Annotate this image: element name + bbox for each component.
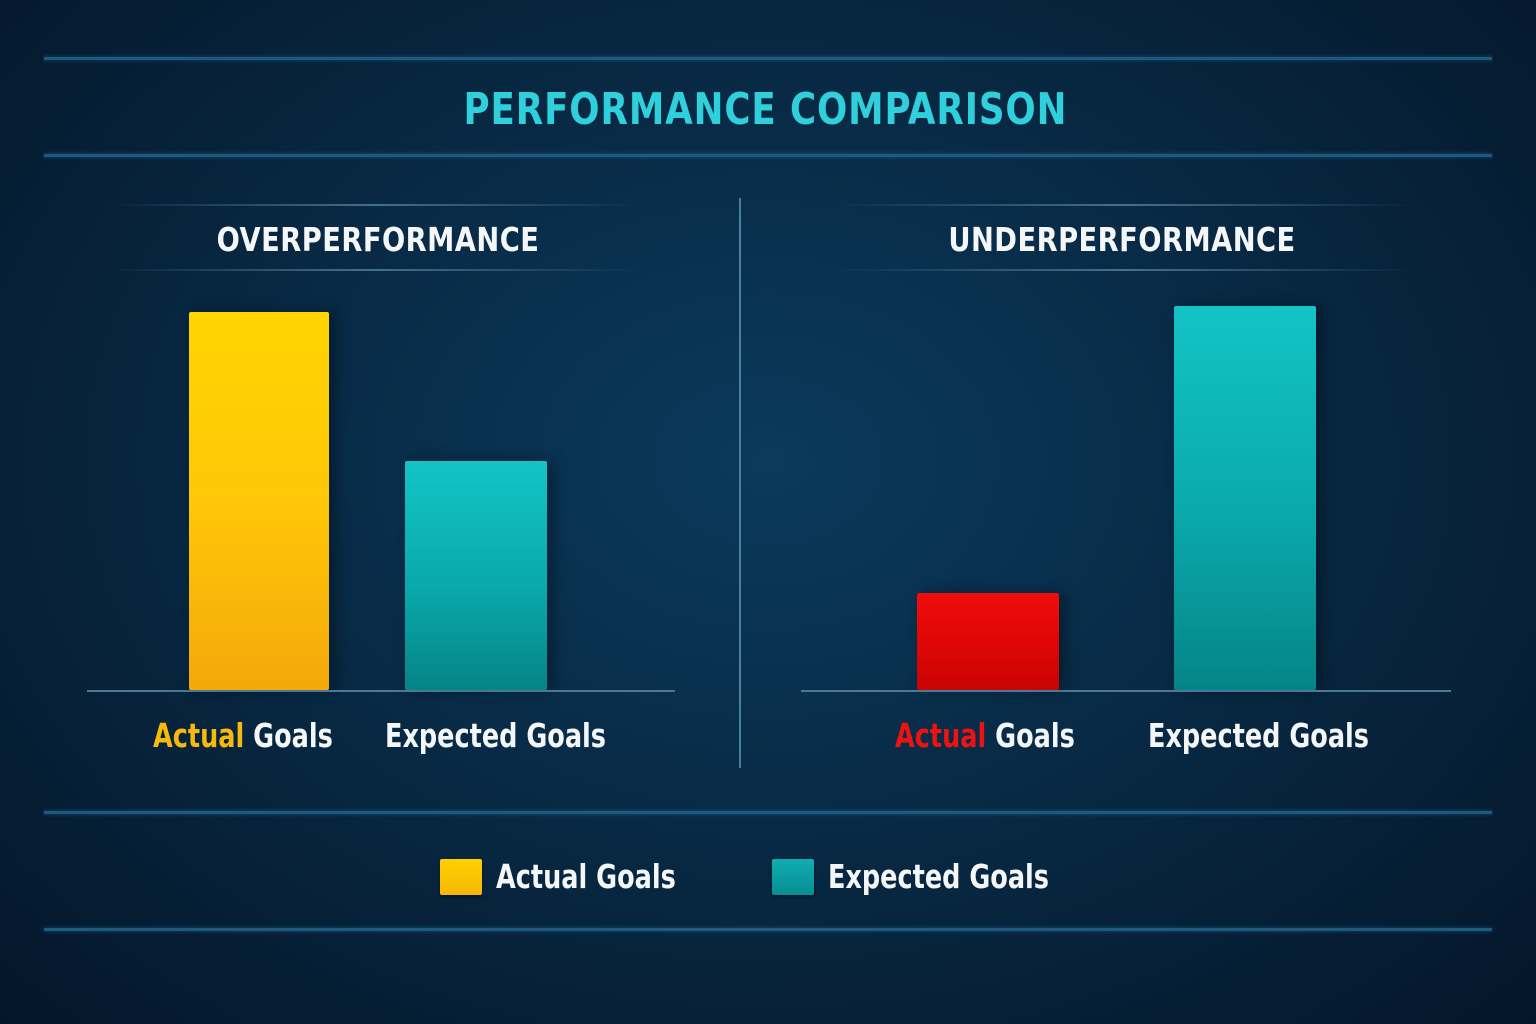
x-label-rest: Goals	[244, 716, 333, 755]
top-rule	[44, 57, 1492, 60]
legend-label: Expected Goals	[828, 857, 1050, 896]
bar-actual-goals	[189, 312, 329, 690]
panel-title-bottom-rule	[108, 269, 640, 271]
panel-title: OVERPERFORMANCE	[216, 220, 540, 259]
panel-title-bottom-rule	[835, 269, 1415, 271]
x-label-actual-goals: Actual Goals	[153, 716, 333, 755]
bar-actual-goals	[917, 593, 1059, 690]
title-underline-rule	[44, 154, 1492, 157]
x-label-rest: Expected Goals	[385, 716, 607, 755]
legend-bottom-rule	[44, 928, 1492, 931]
chart-title: PERFORMANCE COMPARISON	[463, 84, 1068, 135]
legend-top-rule	[44, 811, 1492, 814]
x-label-expected-goals: Expected Goals	[1148, 716, 1369, 755]
panel-title-top-rule	[835, 204, 1415, 206]
bar-expected-goals	[405, 461, 547, 690]
legend-swatch-expected-icon	[772, 858, 814, 895]
x-label-accent: Actual	[153, 716, 245, 755]
x-label-rest: Expected Goals	[1148, 716, 1370, 755]
legend-label: Actual Goals	[496, 857, 676, 896]
panel-title-top-rule	[108, 204, 640, 206]
panel-title: UNDERPERFORMANCE	[948, 220, 1296, 259]
x-axis-baseline	[801, 690, 1451, 692]
legend-item-expected-goals: Expected Goals	[772, 857, 1085, 896]
x-label-rest: Goals	[986, 716, 1075, 755]
x-axis-baseline	[87, 690, 675, 692]
legend-swatch-actual-icon	[440, 858, 482, 895]
panel-divider	[739, 198, 741, 768]
x-label-accent: Actual	[895, 716, 987, 755]
x-label-actual-goals: Actual Goals	[895, 716, 1075, 755]
legend-item-actual-goals: Actual Goals	[440, 857, 705, 896]
bar-expected-goals	[1174, 306, 1316, 690]
x-label-expected-goals: Expected Goals	[385, 716, 606, 755]
